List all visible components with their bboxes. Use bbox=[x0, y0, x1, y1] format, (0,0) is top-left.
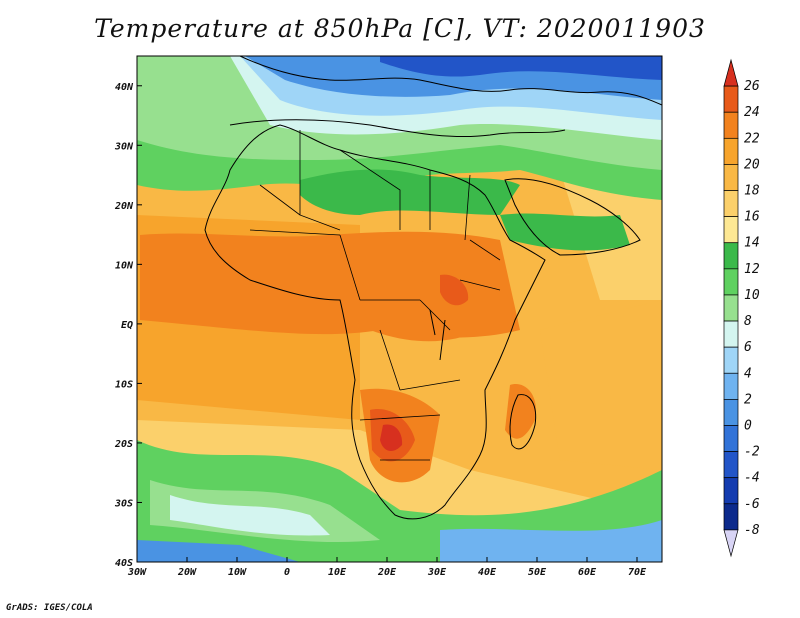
colorbar-bin bbox=[723, 242, 739, 270]
colorbar-label: 18 bbox=[744, 184, 760, 199]
field-zone-indian-warm bbox=[540, 300, 662, 470]
colorbar-label: -8 bbox=[744, 523, 760, 538]
lon-tick-label: 10E bbox=[328, 567, 347, 578]
plot-frame bbox=[136, 55, 663, 563]
colorbar-bin bbox=[723, 425, 739, 452]
lat-tick-label: 40S bbox=[115, 558, 133, 569]
field-zone-red-sea-green bbox=[500, 213, 630, 251]
colorbar-label: 14 bbox=[744, 236, 760, 251]
colorbar-label: 8 bbox=[744, 314, 752, 329]
colorbar-bin bbox=[723, 137, 739, 165]
lon-tick-label: 10W bbox=[228, 567, 247, 578]
colorbar-bin bbox=[723, 268, 739, 296]
mediterranean-south-coast bbox=[229, 119, 566, 138]
colorbar-bin bbox=[723, 399, 739, 426]
colorbar-label: 10 bbox=[744, 288, 760, 303]
colorbar-label: 22 bbox=[744, 131, 760, 146]
colorbar-label: 2 bbox=[744, 392, 752, 407]
colorbar-bin bbox=[723, 190, 739, 217]
lat-tick-label: 10S bbox=[115, 379, 133, 390]
coastlines bbox=[204, 56, 662, 520]
colorbar-label: 26 bbox=[744, 79, 760, 94]
lon-tick-label: 70E bbox=[628, 567, 647, 578]
madagascar-coastline bbox=[509, 394, 537, 450]
latitude-axis: 40N 30N 20N 10N EQ 10S 20S 30S 40S bbox=[114, 82, 142, 569]
colorbar-bin bbox=[723, 503, 739, 531]
field-zone-madagascar bbox=[505, 384, 536, 439]
lon-tick-label: 30W bbox=[127, 567, 147, 578]
lon-tick-label: 20E bbox=[377, 567, 397, 578]
europe-coastline bbox=[239, 56, 662, 106]
colorbar-label: 0 bbox=[744, 418, 752, 433]
colorbar-bin bbox=[723, 58, 739, 87]
lat-tick-label: 10N bbox=[115, 260, 134, 271]
colorbar-label: 6 bbox=[744, 340, 752, 355]
lat-tick-label: 40N bbox=[115, 82, 134, 93]
lat-tick-label: 30N bbox=[114, 141, 134, 152]
africa-coastline bbox=[204, 124, 546, 520]
lon-tick-label: 60E bbox=[578, 567, 597, 578]
colorbar-label: 16 bbox=[744, 210, 760, 225]
colorbar-bin bbox=[723, 216, 739, 244]
colorbar-label: 20 bbox=[744, 157, 760, 172]
lon-tick-label: 20W bbox=[177, 567, 197, 578]
colorbar-label: -2 bbox=[744, 445, 760, 460]
colorbar-label: -6 bbox=[744, 497, 760, 512]
lon-tick-label: 40E bbox=[478, 567, 497, 578]
colorbar-bin bbox=[723, 529, 739, 558]
lat-tick-label: 20S bbox=[114, 439, 133, 450]
map-title: Temperature at 850hPa [C], VT: 202001190… bbox=[94, 14, 706, 43]
colorbar-label: 12 bbox=[744, 262, 760, 277]
colorbar-bin bbox=[723, 164, 739, 191]
lon-tick-label: 0 bbox=[284, 567, 290, 578]
colorbar-bin bbox=[723, 111, 739, 139]
field-zone-kalahari-core bbox=[380, 424, 403, 452]
lat-tick-label: 30S bbox=[114, 498, 133, 509]
country-borders bbox=[249, 130, 501, 461]
colorbar-bin bbox=[723, 451, 739, 479]
colorbar-bin bbox=[723, 85, 739, 113]
field-zone-south-deep bbox=[137, 540, 300, 562]
arabia-coastline bbox=[504, 178, 641, 256]
colorbar-bin bbox=[723, 294, 739, 322]
colorbar-label: -4 bbox=[744, 471, 760, 486]
colorbar-bin bbox=[723, 320, 739, 348]
field-zone-east-africa-hot bbox=[440, 274, 469, 306]
longitude-axis: 30W 20W 10W 0 10E 20E 30E 40E 50E 60E 70E bbox=[127, 557, 647, 578]
field-zone-south-blue bbox=[440, 520, 662, 562]
field-zone-north-darkblue bbox=[380, 56, 662, 80]
colorbar-bin bbox=[723, 372, 739, 400]
inland-lakes bbox=[429, 309, 446, 361]
lat-tick-label: EQ bbox=[121, 320, 133, 331]
colorbar-label: 24 bbox=[744, 105, 760, 120]
field-zone-south-pale bbox=[170, 495, 330, 536]
colorbar-label: 4 bbox=[744, 366, 752, 381]
colorbar-bin bbox=[723, 477, 739, 505]
colorbar-bin bbox=[723, 346, 739, 374]
temperature-field bbox=[137, 56, 662, 562]
lon-tick-label: 50E bbox=[528, 567, 547, 578]
credit-label: GrADS: IGES/COLA bbox=[6, 603, 93, 613]
lon-tick-label: 30E bbox=[427, 567, 447, 578]
lat-tick-label: 20N bbox=[114, 201, 134, 212]
